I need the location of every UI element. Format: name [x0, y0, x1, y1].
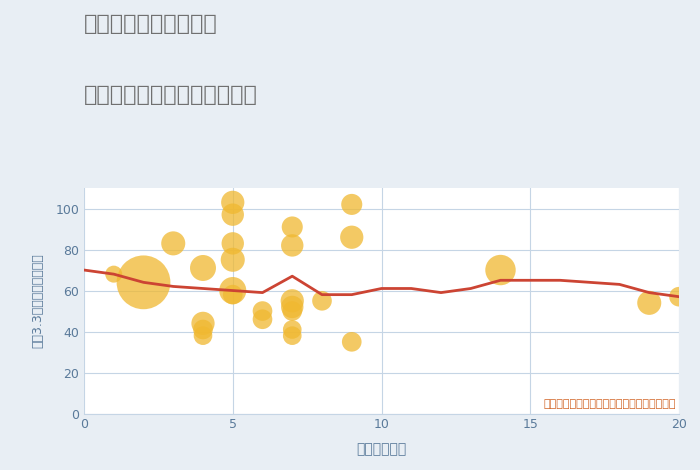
Point [287, 297, 298, 305]
Text: 駅距離別中古マンション価格: 駅距離別中古マンション価格 [84, 85, 258, 105]
Point [287, 223, 298, 231]
Text: 円の大きさは、取引のあった物件面積を示す: 円の大きさは、取引のあった物件面積を示す [543, 400, 676, 409]
Point [227, 256, 238, 264]
Point [644, 299, 655, 306]
Point [257, 315, 268, 323]
Point [227, 240, 238, 247]
X-axis label: 駅距離（分）: 駅距離（分） [356, 443, 407, 456]
Point [138, 279, 149, 286]
Point [287, 326, 298, 333]
Point [108, 270, 119, 278]
Y-axis label: 平（3.3㎡）単価（万円）: 平（3.3㎡）単価（万円） [32, 253, 44, 348]
Point [346, 234, 357, 241]
Point [197, 326, 209, 333]
Point [346, 201, 357, 208]
Point [168, 240, 179, 247]
Point [495, 266, 506, 274]
Point [227, 211, 238, 219]
Point [346, 338, 357, 345]
Point [227, 199, 238, 206]
Point [197, 264, 209, 272]
Point [287, 303, 298, 311]
Point [316, 297, 328, 305]
Point [673, 293, 685, 300]
Point [227, 291, 238, 298]
Point [287, 242, 298, 249]
Point [287, 307, 298, 315]
Point [257, 307, 268, 315]
Point [287, 332, 298, 339]
Point [197, 332, 209, 339]
Text: 三重県松阪市茶与町の: 三重県松阪市茶与町の [84, 14, 218, 34]
Point [197, 320, 209, 327]
Point [227, 287, 238, 294]
